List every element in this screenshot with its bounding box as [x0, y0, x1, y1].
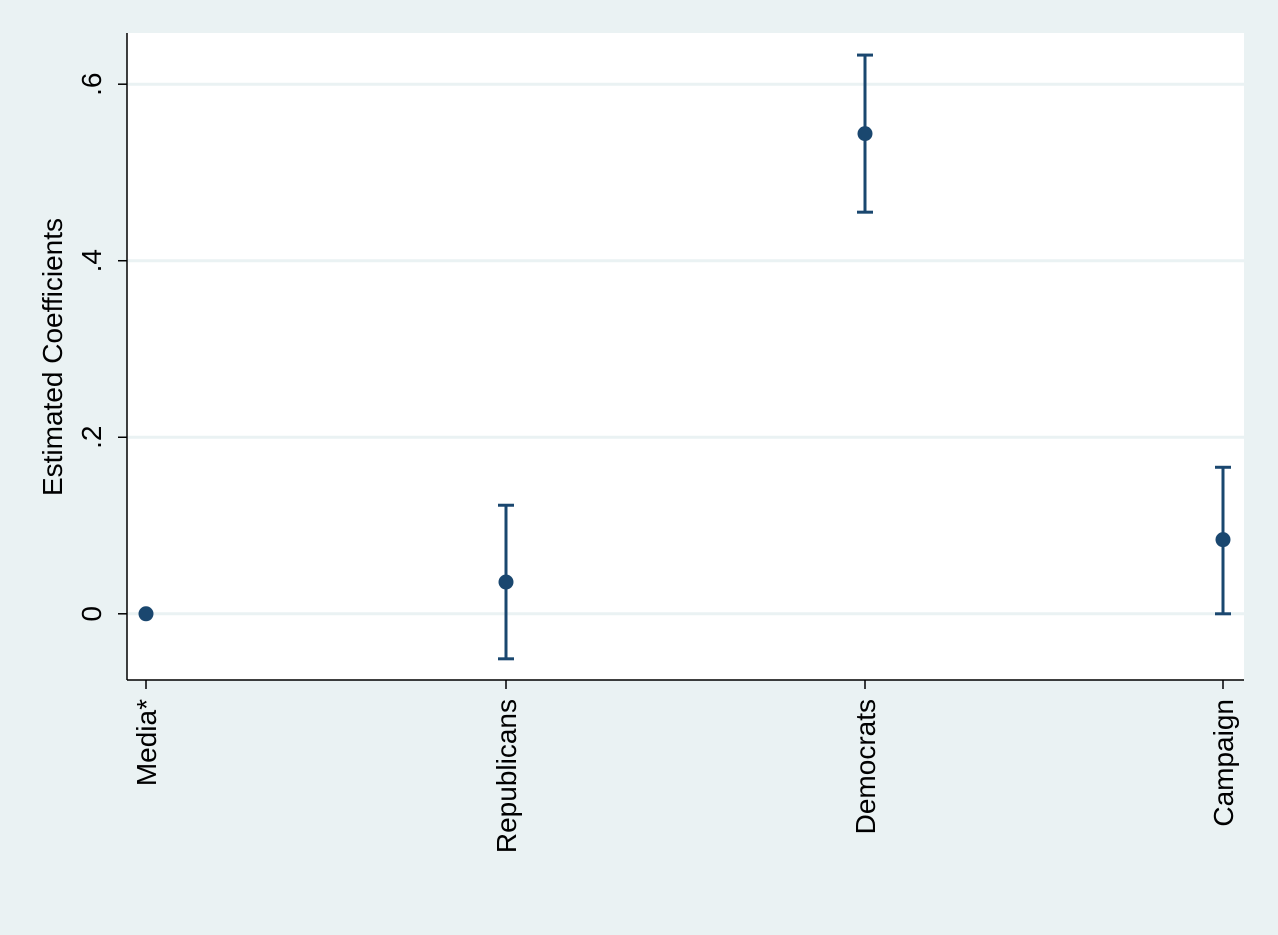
data-point	[857, 126, 873, 142]
data-point	[498, 574, 514, 590]
y-tick-label: .2	[76, 426, 107, 449]
axes	[126, 33, 1244, 681]
x-ticks: Media* Republicans Democrats Campaign	[131, 680, 1239, 853]
data-point	[138, 606, 154, 622]
gridlines	[128, 82, 1244, 616]
data-point	[1215, 532, 1231, 548]
y-ticks: 0 .2 .4 .6	[76, 73, 127, 622]
x-tick-label: Media*	[131, 699, 162, 786]
y-tick-label: .6	[76, 73, 107, 96]
y-axis-title: Estimated Coefficients	[37, 218, 68, 496]
x-tick-label: Democrats	[850, 699, 881, 834]
plot-area	[127, 33, 1244, 680]
y-tick-label: .4	[76, 249, 107, 272]
x-tick-label: Republicans	[491, 699, 522, 853]
x-tick-label: Campaign	[1208, 699, 1239, 827]
points	[138, 126, 1231, 622]
y-tick-label: 0	[76, 606, 107, 622]
